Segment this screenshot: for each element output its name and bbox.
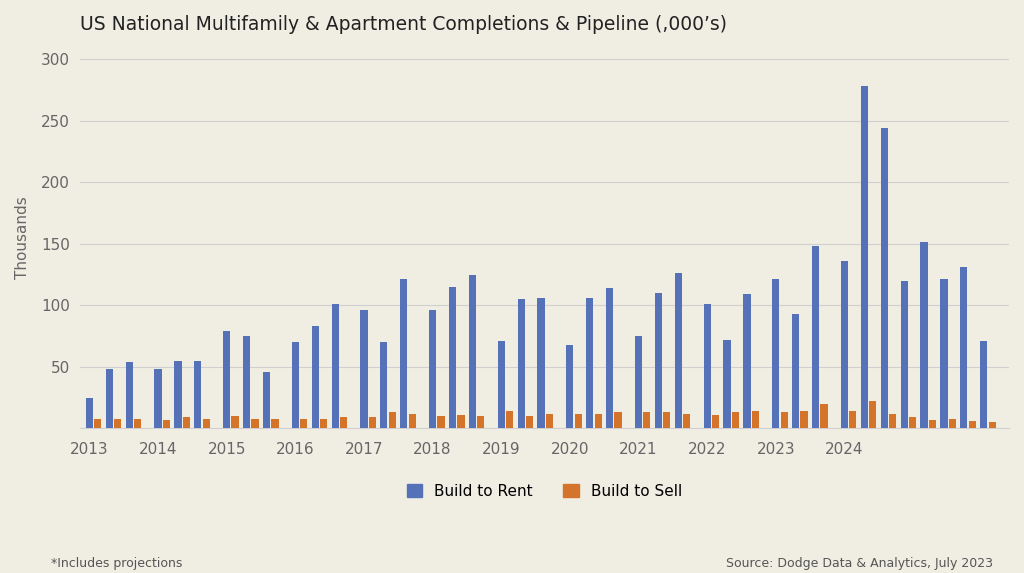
Bar [380, 342, 387, 429]
Bar [566, 345, 573, 429]
Bar [155, 370, 162, 429]
Bar [163, 420, 170, 429]
Bar [940, 280, 947, 429]
Bar [861, 86, 868, 429]
Bar [780, 413, 787, 429]
Bar [712, 415, 719, 429]
Bar [772, 280, 779, 429]
Text: US National Multifamily & Apartment Completions & Pipeline (,000’s): US National Multifamily & Apartment Comp… [80, 15, 727, 34]
Bar [231, 416, 239, 429]
Bar [252, 419, 259, 429]
Bar [360, 310, 368, 429]
Bar [477, 416, 484, 429]
Bar [94, 419, 101, 429]
Bar [881, 128, 888, 429]
Bar [332, 304, 339, 429]
Bar [243, 336, 250, 429]
Bar [526, 416, 534, 429]
Bar [498, 341, 505, 429]
Bar [841, 261, 848, 429]
Bar [869, 401, 877, 429]
Bar [683, 414, 690, 429]
Bar [900, 281, 907, 429]
Bar [340, 417, 347, 429]
Bar [969, 421, 976, 429]
Bar [812, 246, 819, 429]
Bar [300, 419, 307, 429]
Bar [664, 413, 671, 429]
Bar [643, 413, 650, 429]
Bar [703, 304, 711, 429]
Bar [574, 414, 582, 429]
Bar [538, 298, 545, 429]
Bar [752, 411, 759, 429]
Bar [429, 310, 436, 429]
Bar [723, 340, 731, 429]
Bar [400, 280, 408, 429]
Bar [614, 413, 622, 429]
Bar [86, 398, 93, 429]
Bar [134, 419, 141, 429]
Bar [458, 415, 465, 429]
Bar [449, 287, 456, 429]
Bar [292, 342, 299, 429]
Text: *Includes projections: *Includes projections [51, 558, 182, 570]
Bar [195, 361, 202, 429]
Bar [921, 242, 928, 429]
Bar [586, 298, 593, 429]
Bar [801, 411, 808, 429]
Bar [889, 414, 896, 429]
Bar [437, 416, 444, 429]
Bar [988, 422, 995, 429]
Bar [929, 420, 936, 429]
Bar [949, 419, 956, 429]
Bar [105, 370, 113, 429]
Text: Source: Dodge Data & Analytics, July 2023: Source: Dodge Data & Analytics, July 202… [726, 558, 993, 570]
Bar [114, 419, 122, 429]
Bar [409, 414, 416, 429]
Bar [743, 294, 751, 429]
Bar [635, 336, 642, 429]
Legend: Build to Rent, Build to Sell: Build to Rent, Build to Sell [400, 478, 688, 505]
Bar [961, 267, 968, 429]
Bar [606, 288, 613, 429]
Bar [311, 326, 318, 429]
Bar [223, 331, 230, 429]
Bar [980, 341, 987, 429]
Bar [732, 413, 739, 429]
Bar [849, 411, 856, 429]
Bar [263, 372, 270, 429]
Bar [126, 362, 133, 429]
Bar [369, 417, 376, 429]
Bar [820, 404, 827, 429]
Bar [909, 417, 916, 429]
Bar [675, 273, 682, 429]
Bar [517, 299, 524, 429]
Bar [271, 419, 279, 429]
Bar [174, 361, 181, 429]
Bar [389, 413, 396, 429]
Bar [793, 314, 800, 429]
Y-axis label: Thousands: Thousands [15, 196, 30, 279]
Bar [469, 274, 476, 429]
Bar [182, 417, 190, 429]
Bar [546, 414, 553, 429]
Bar [595, 414, 602, 429]
Bar [203, 419, 210, 429]
Bar [654, 293, 662, 429]
Bar [321, 419, 328, 429]
Bar [506, 411, 513, 429]
